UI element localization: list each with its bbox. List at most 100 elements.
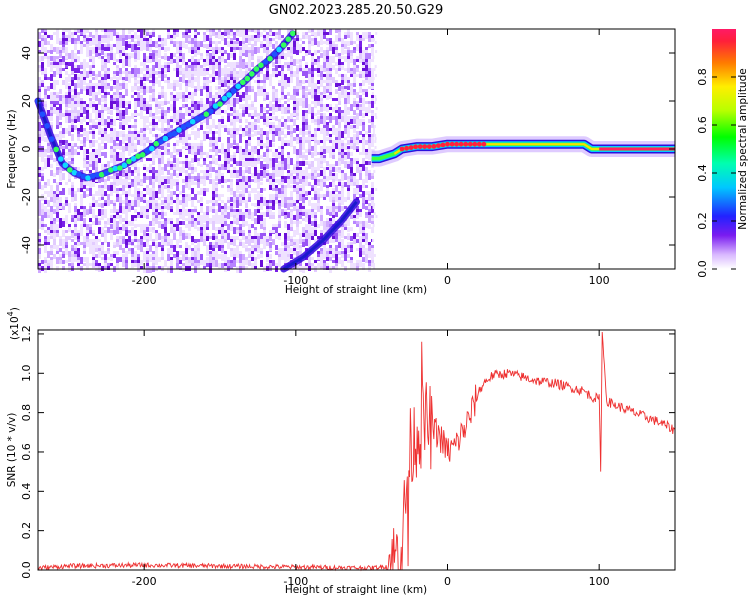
heatmap-cell xyxy=(224,254,227,257)
heatmap-cell xyxy=(260,116,263,119)
heatmap-cell xyxy=(320,263,323,268)
heatmap-cell xyxy=(176,110,179,116)
heatmap-cell xyxy=(197,50,200,55)
heatmap-cell xyxy=(110,110,113,115)
heatmap-cell xyxy=(263,35,266,39)
heatmap-cell xyxy=(191,41,194,45)
heatmap-cell xyxy=(104,215,107,218)
heatmap-cell xyxy=(149,179,152,185)
heatmap-cell xyxy=(221,149,224,154)
heatmap-cell xyxy=(239,104,242,109)
heatmap-cell xyxy=(224,50,227,54)
heatmap-cell xyxy=(356,74,359,77)
heatmap-cell xyxy=(296,206,299,211)
heatmap-cell xyxy=(302,35,305,39)
heatmap-cell xyxy=(203,239,206,246)
heatmap-cell xyxy=(344,155,347,160)
heatmap-cell xyxy=(86,260,89,265)
heatmap-cell xyxy=(353,83,356,87)
heatmap-cell xyxy=(296,185,299,190)
heatmap-cell xyxy=(335,194,338,199)
heatmap-cell xyxy=(278,254,281,259)
heatmap-cell xyxy=(359,41,362,44)
heatmap-cell xyxy=(65,260,68,263)
heatmap-cell xyxy=(269,176,272,179)
heatmap-cell xyxy=(176,149,179,153)
heatmap-cell xyxy=(104,266,107,270)
heatmap-cell xyxy=(308,41,311,45)
heatmap-cell xyxy=(191,44,194,47)
heatmap-cell xyxy=(212,248,215,251)
heatmap-cell xyxy=(245,203,248,208)
heatmap-cell xyxy=(332,77,335,83)
heatmap-cell xyxy=(368,137,371,144)
heatmap-cell xyxy=(239,161,242,166)
heatmap-cell xyxy=(38,236,41,241)
heatmap-cell xyxy=(173,230,176,234)
heatmap-cell xyxy=(176,185,179,191)
heatmap-cell xyxy=(92,263,95,268)
heatmap-cell xyxy=(89,245,92,250)
heatmap-cell xyxy=(359,110,362,116)
heatmap-cell xyxy=(212,77,215,82)
heatmap-cell xyxy=(131,131,134,134)
heatmap-cell xyxy=(335,119,338,125)
heatmap-cell xyxy=(200,260,203,265)
heatmap-cell xyxy=(56,245,59,248)
heatmap-cell xyxy=(74,95,77,99)
heatmap-cell xyxy=(125,245,128,248)
heatmap-cell xyxy=(155,242,158,246)
heatmap-cell xyxy=(92,245,95,252)
heatmap-cell xyxy=(371,149,374,152)
heatmap-cell xyxy=(347,242,350,246)
heatmap-cell xyxy=(182,221,185,225)
heatmap-cell xyxy=(53,194,56,200)
heatmap-cell xyxy=(50,92,53,97)
heatmap-cell xyxy=(305,125,308,130)
heatmap-cell xyxy=(194,41,197,47)
heatmap-cell xyxy=(344,173,347,180)
heatmap-cell xyxy=(116,155,119,162)
heatmap-cell xyxy=(53,134,56,138)
heatmap-cell xyxy=(302,98,305,101)
heatmap-cell xyxy=(365,32,368,39)
heatmap-cell xyxy=(248,230,251,234)
heatmap-cell xyxy=(95,179,98,182)
heatmap-cell xyxy=(80,89,83,94)
heatmap-cell xyxy=(68,53,71,59)
heatmap-cell xyxy=(80,104,83,111)
heatmap-cell xyxy=(149,254,152,259)
heatmap-cell xyxy=(140,38,143,41)
heatmap-cell xyxy=(329,191,332,197)
heatmap-cell xyxy=(212,143,215,148)
heatmap-cell xyxy=(140,95,143,101)
heatmap-cell xyxy=(290,53,293,58)
heatmap-cell xyxy=(341,95,344,98)
heatmap-cell xyxy=(308,152,311,155)
heatmap-cell xyxy=(176,125,179,128)
heatmap-cell xyxy=(233,134,236,140)
heatmap-cell xyxy=(194,134,197,140)
heatmap-cell xyxy=(215,110,218,115)
heatmap-cell xyxy=(287,98,290,102)
heatmap-cell xyxy=(218,128,221,133)
heatmap-cell xyxy=(125,119,128,125)
heatmap-cell xyxy=(359,242,362,247)
heatmap-cell xyxy=(353,263,356,269)
heatmap-cell xyxy=(245,44,248,48)
heatmap-cell xyxy=(332,251,335,254)
heatmap-cell xyxy=(338,236,341,240)
heatmap-cell xyxy=(236,116,239,121)
heatmap-cell xyxy=(308,107,311,114)
heatmap-cell xyxy=(41,47,44,53)
heatmap-cell xyxy=(122,98,125,101)
heatmap-cell xyxy=(251,29,254,32)
heatmap-cell xyxy=(101,98,104,102)
heatmap-cell xyxy=(116,191,119,196)
heatmap-cell xyxy=(206,245,209,251)
heatmap-cell xyxy=(323,194,326,197)
heatmap-cell xyxy=(47,95,50,99)
heatmap-cell xyxy=(311,203,314,206)
heatmap-cell xyxy=(368,35,371,40)
heatmap-cell xyxy=(89,59,92,62)
